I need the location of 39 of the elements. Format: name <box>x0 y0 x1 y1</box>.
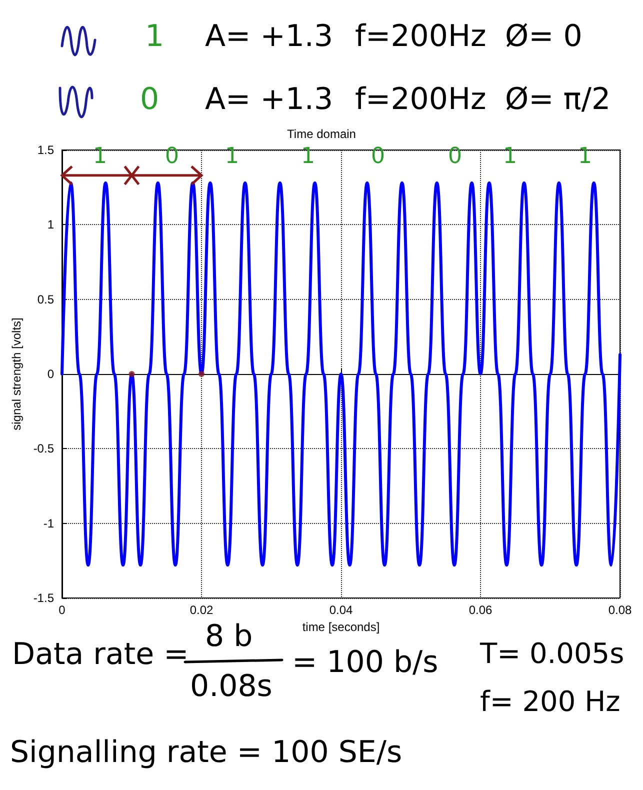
y-tick-label: 0 <box>47 367 54 381</box>
text: Ø= 0 <box>505 19 582 54</box>
y-axis-title: signal strength [volts] <box>9 318 24 430</box>
y-tick-label: -1.5 <box>33 591 54 605</box>
x-tick-label: 0 <box>58 603 66 617</box>
text: Ø= π/2 <box>505 82 611 117</box>
text: f=200Hz <box>355 19 486 54</box>
x-tick-label: 0.06 <box>468 603 492 617</box>
x-axis-title: time [seconds] <box>302 620 380 634</box>
y-tick-label: 1 <box>47 218 54 232</box>
y-tick-label: 0.5 <box>37 292 54 306</box>
y-tick-label: -1 <box>43 516 54 530</box>
annotation: 0 <box>165 144 179 169</box>
annotation: 1 <box>503 144 517 169</box>
text: f= 200 Hz <box>480 685 620 718</box>
text: 8 b <box>205 619 253 654</box>
text: Data rate = <box>12 637 189 672</box>
text: 0 <box>140 82 160 117</box>
y-tick-label: 1.5 <box>37 143 54 157</box>
text: T= 0.005s <box>480 637 624 670</box>
text: Signalling rate = 100 SE/s <box>10 735 402 770</box>
text: f=200Hz <box>355 82 486 117</box>
annotation: 0 <box>371 144 385 169</box>
annotation: 0 <box>448 144 462 169</box>
annotation: 1 <box>578 144 592 169</box>
text: A= +1.3 <box>205 19 334 54</box>
x-tick-label: 0.02 <box>190 603 214 617</box>
x-tick-label: 0.04 <box>329 603 353 617</box>
annotation: 1 <box>93 144 107 169</box>
line-series <box>60 181 622 567</box>
y-tick-label: -0.5 <box>33 442 54 456</box>
x-tick-label: 0.08 <box>608 603 632 617</box>
annotation: 1 <box>225 144 239 169</box>
text: A= +1.3 <box>205 82 334 117</box>
chart-title: Time domain <box>287 127 356 141</box>
annotation: 1 <box>301 144 315 169</box>
text: 1 <box>145 19 164 54</box>
text: = 100 b/s <box>292 645 438 680</box>
text: 0.08s <box>190 669 272 704</box>
